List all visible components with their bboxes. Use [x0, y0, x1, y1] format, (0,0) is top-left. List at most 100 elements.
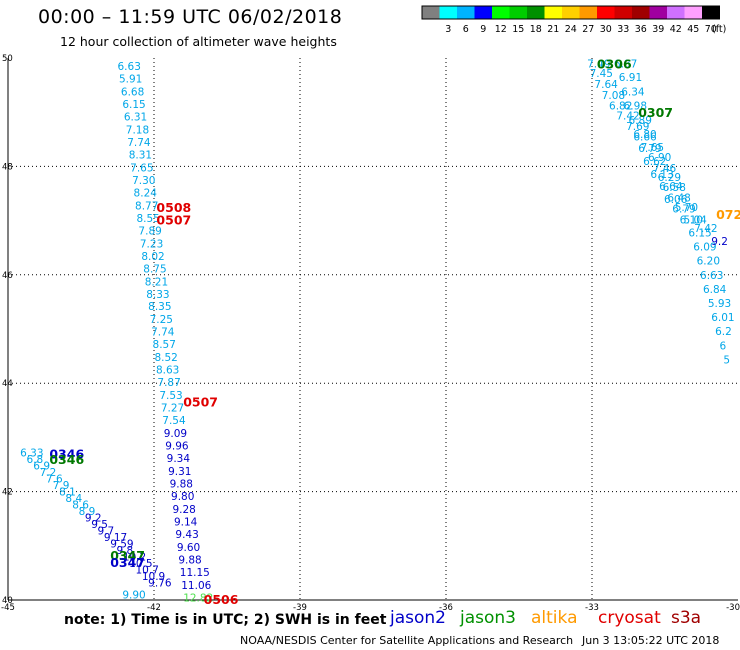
x-tick-label: -36 — [439, 603, 453, 612]
wave-height-point: 6.9 — [33, 461, 50, 473]
legend-swatch — [702, 6, 720, 19]
wave-height-point: 6.79 — [638, 143, 661, 155]
wave-height-point: 6.91 — [619, 72, 642, 84]
legend-tick-label: 45 — [687, 24, 699, 35]
wave-height-point: 8.33 — [146, 289, 169, 301]
wave-height-point: 6.13 — [650, 169, 673, 181]
wave-height-point: 7.42 — [694, 223, 717, 235]
wave-height-point: 5.91 — [119, 74, 142, 86]
wave-height-point: 6.63 — [700, 270, 723, 282]
wave-height-point: 10.9 — [142, 571, 165, 583]
wave-height-point: 7.23 — [140, 238, 163, 250]
satellite-legend-s3a: s3a — [671, 608, 702, 628]
wave-height-point: 6.98 — [624, 101, 647, 113]
legend-tick-label: 33 — [617, 24, 629, 35]
wave-height-point: 7.74 — [127, 137, 151, 149]
wave-height-point: 9.31 — [168, 466, 191, 478]
wave-height-point: 9.28 — [172, 504, 195, 516]
wave-height-point: 6.15 — [122, 99, 145, 111]
wave-height-point: 9.90 — [122, 590, 145, 602]
wave-height-point: 9.14 — [174, 516, 198, 528]
wave-height-point: 7.69 — [626, 121, 649, 133]
satellite-legend-jason2: jason2 — [390, 608, 446, 628]
wave-height-point: 9.76 — [148, 578, 172, 590]
legend-tick-label: 30 — [600, 24, 612, 35]
legend-swatch — [562, 6, 580, 19]
wave-height-point: 7.74 — [151, 327, 175, 339]
legend-swatch — [632, 6, 650, 19]
legend-tick-label: 9 — [480, 24, 486, 35]
wave-height-point: 8.55 — [136, 213, 159, 225]
wave-height-point: 8.77 — [135, 200, 158, 212]
wave-height-map: -45 -42 -39 -36 -33 -304042444648506.635.916.… — [1, 54, 740, 612]
x-tick-label: -45 — [1, 603, 15, 612]
satellite-legend-altika: altika — [531, 608, 578, 628]
wave-height-point: 6.64 — [659, 181, 683, 193]
wave-height-point: 6.10 — [680, 215, 703, 227]
color-legend: 3 6 9 12 15 18 21 24 27 30 33 36 39 42 45 70(ft) — [421, 5, 726, 35]
wave-height-point: 11.06 — [181, 580, 211, 592]
wave-height-point: 9.8 — [117, 545, 134, 557]
wave-height-point: 6.84 — [703, 284, 727, 296]
wave-height-point: 7.18 — [126, 125, 149, 137]
wave-height-point: 7.64 — [594, 79, 618, 91]
legend-swatch — [474, 6, 492, 19]
pass-time-label: 0508 — [156, 200, 191, 215]
wave-height-point: 7.87 — [157, 377, 180, 389]
pass-time-label: 0347 — [110, 555, 145, 570]
satellite-legend-jason3: jason3 — [460, 608, 516, 628]
wave-height-point: 6.62 — [643, 156, 666, 168]
wave-height-point: 10.5 — [129, 558, 152, 570]
wave-height-point: 8.57 — [153, 339, 176, 351]
y-tick-label: 42 — [2, 488, 13, 498]
x-tick-label: -39 — [293, 603, 307, 612]
y-tick-label: 48 — [2, 162, 13, 172]
wave-height-point: 6.15 — [688, 228, 711, 240]
wave-height-point: 6.68 — [121, 87, 144, 99]
legend-swatch — [509, 6, 527, 19]
wave-height-point: 6.89 — [629, 115, 652, 127]
wave-height-point: 11.15 — [180, 567, 210, 579]
wave-height-point: 7.54 — [162, 415, 186, 427]
wave-height-point: 8.02 — [141, 251, 164, 263]
x-tick-label: -30 — [726, 603, 740, 612]
wave-height-point: 6.01 — [711, 312, 734, 324]
pass-time-label: 0306 — [597, 56, 632, 71]
wave-height-point: 6.8 — [26, 454, 43, 466]
wave-height-point: 5.93 — [708, 298, 731, 310]
pass-time-label: 0507 — [183, 395, 218, 410]
legend-swatch — [649, 6, 667, 19]
wave-height-point: 5 — [723, 354, 730, 366]
wave-height-point: 8.1 — [59, 487, 76, 499]
wave-height-point: 7.46 — [653, 163, 677, 175]
footer-timestamp: Jun 3 13:05:22 UTC 2018 — [582, 634, 720, 647]
wave-height-point: 6.66 — [633, 132, 657, 144]
page-subtitle: 12 hour collection of altimeter wave hei… — [60, 34, 337, 49]
wave-height-point: 8.6 — [72, 500, 89, 512]
wave-height-point: 9.7 — [98, 526, 115, 538]
legend-tick-label: 24 — [565, 24, 577, 35]
legend-tick-label: 18 — [530, 24, 542, 35]
legend-tick-label: 3 — [445, 24, 451, 35]
page-title: 00:00 – 11:59 UTC 06/02/2018 — [38, 6, 343, 28]
wave-height-point: 6.2 — [715, 326, 732, 338]
wave-height-point: 9.60 — [177, 542, 200, 554]
wave-height-point: 7.9 — [53, 480, 70, 492]
pass-time-label: 0346 — [49, 447, 84, 462]
legend-swatch — [579, 6, 597, 19]
wave-height-point: 7.45 — [590, 68, 613, 80]
legend-swatch — [597, 6, 615, 19]
wave-height-point: 7.65 — [130, 162, 153, 174]
wave-height-point: 7.49 — [587, 58, 610, 70]
pass-time-label: 0506 — [204, 592, 239, 607]
wave-height-point: 9.59 — [110, 539, 133, 551]
wave-height-point: 8.21 — [145, 276, 168, 288]
legend-swatch — [422, 6, 440, 19]
x-tick-label: -42 — [147, 603, 161, 612]
wave-height-point: 6.33 — [20, 448, 43, 460]
legend-tick-label: 12 — [495, 24, 507, 35]
wave-height-point: 10.7 — [136, 565, 159, 577]
legend-tick-label: 21 — [547, 24, 559, 35]
wave-height-point: 6.63 — [118, 61, 141, 73]
wave-height-point: 6.29 — [658, 172, 681, 184]
